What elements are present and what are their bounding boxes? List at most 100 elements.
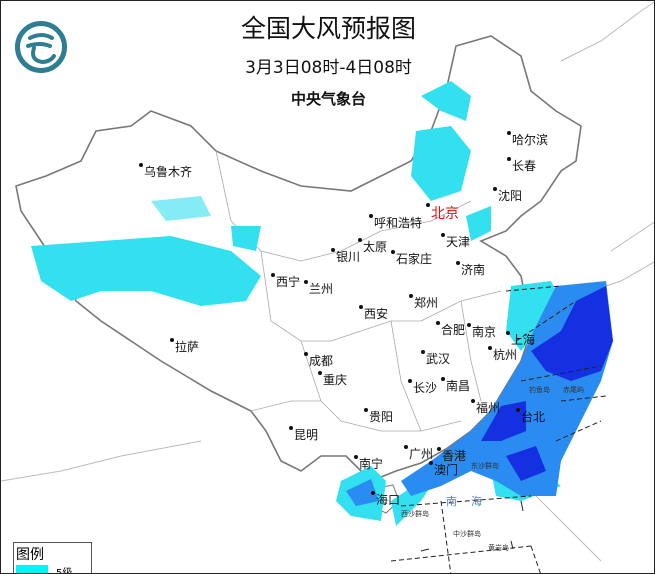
issuer: 中央气象台: [290, 90, 366, 108]
city-dot-icon: [429, 461, 433, 465]
city-name: 南宁: [359, 457, 384, 471]
city-dot-icon: [437, 447, 441, 451]
island-label: 西沙群岛: [401, 510, 429, 518]
city-dot-icon: [354, 455, 358, 459]
city-label: 哈尔滨: [507, 131, 548, 148]
city-name: 贵阳: [369, 410, 394, 424]
city-label: 济南: [456, 261, 485, 278]
city-name: 济南: [461, 263, 486, 277]
legend: 图例 5级: [13, 542, 92, 574]
city-label: 成都: [304, 352, 333, 369]
legend-label: 5级: [56, 568, 73, 574]
province-borders: [215, 150, 502, 432]
city-label: 天津: [441, 233, 470, 250]
city-label: 长沙: [408, 379, 437, 396]
city-name: 银川: [336, 250, 361, 264]
city-name: 福州: [476, 401, 501, 415]
forecast-period: 3月3日08时-4日08时: [245, 58, 412, 78]
city-dot-icon: [493, 187, 497, 191]
city-name: 杭州: [493, 348, 518, 362]
city-label: 广州: [404, 445, 433, 462]
city-label: 上海: [506, 331, 535, 348]
city-label: 西宁: [271, 273, 300, 290]
city-label: 石家庄: [391, 250, 432, 267]
city-name: 昆明: [294, 428, 319, 442]
city-label: 乌鲁木齐: [139, 163, 192, 180]
city-name: 武汉: [426, 352, 451, 366]
city-dot-icon: [304, 352, 308, 356]
city-dot-icon: [318, 371, 322, 375]
city-label: 福州: [471, 399, 500, 416]
city-label: 贵阳: [364, 408, 393, 425]
city-dot-icon: [467, 323, 471, 327]
city-name: 拉萨: [175, 340, 200, 354]
city-dot-icon: [507, 157, 511, 161]
city-dot-icon: [441, 377, 445, 381]
city-label: 香港: [437, 447, 466, 464]
legend-title: 图例: [16, 547, 44, 563]
city-name: 哈尔滨: [512, 133, 549, 147]
cma-logo-icon: [15, 21, 67, 73]
city-dot-icon: [359, 305, 363, 309]
city-dot-icon: [441, 233, 445, 237]
island-label: 钓鱼岛: [529, 386, 550, 394]
city-name: 南京: [472, 325, 497, 339]
city-name: 沈阳: [498, 189, 523, 203]
city-name: 西宁: [276, 275, 301, 289]
city-label: 拉萨: [170, 338, 199, 355]
city-label: 海口: [371, 491, 400, 508]
city-name: 成都: [309, 354, 334, 368]
city-dot-icon: [391, 250, 395, 254]
city-dot-icon: [506, 331, 510, 335]
island-label: 赤尾屿: [563, 386, 584, 394]
island-label: 黄岩岛: [488, 544, 509, 552]
city-name: 郑州: [414, 296, 439, 310]
city-name: 南昌: [446, 379, 471, 393]
island-label: 中沙群岛: [453, 530, 481, 538]
city-name: 台北: [521, 410, 546, 424]
island-label: 东沙群岛: [471, 462, 499, 470]
city-dot-icon: [139, 163, 143, 167]
city-label: 南昌: [441, 377, 470, 394]
city-dot-icon: [369, 214, 373, 218]
city-name: 北京: [431, 206, 459, 222]
city-dot-icon: [456, 261, 460, 265]
city-dot-icon: [426, 203, 430, 207]
city-name: 长沙: [413, 381, 438, 395]
city-label: 西安: [359, 305, 388, 322]
city-label: 台北: [516, 408, 545, 425]
city-dot-icon: [421, 350, 425, 354]
city-dot-icon: [507, 131, 511, 135]
map-title: 全国大风预报图: [240, 14, 416, 43]
city-name: 西安: [364, 307, 389, 321]
city-label: 呼和浩特: [369, 214, 422, 231]
city-dot-icon: [358, 238, 362, 242]
city-label: 重庆: [318, 371, 347, 388]
city-name: 长春: [512, 159, 537, 173]
city-label: 北京: [426, 203, 459, 223]
city-name: 香港: [442, 449, 467, 463]
city-label: 南京: [467, 323, 496, 340]
city-name: 太原: [363, 240, 388, 254]
city-label: 昆明: [289, 426, 318, 443]
city-label: 长春: [507, 157, 536, 174]
legend-swatch-level5: [16, 565, 48, 573]
city-name: 石家庄: [396, 252, 433, 266]
maritime-dashed-lines: [390, 285, 607, 573]
city-dot-icon: [409, 294, 413, 298]
city-dot-icon: [516, 408, 520, 412]
city-label: 太原: [358, 238, 387, 255]
city-name: 呼和浩特: [374, 216, 423, 230]
city-label: 武汉: [421, 350, 450, 367]
city-dot-icon: [436, 321, 440, 325]
city-label: 郑州: [409, 294, 438, 311]
city-label: 南宁: [354, 455, 383, 472]
city-dot-icon: [331, 248, 335, 252]
city-name: 广州: [409, 447, 434, 461]
city-dot-icon: [408, 379, 412, 383]
nine-dash-line: [420, 500, 524, 552]
city-label: 澳门: [429, 461, 458, 478]
neighbor-outline: [1, 1, 654, 562]
